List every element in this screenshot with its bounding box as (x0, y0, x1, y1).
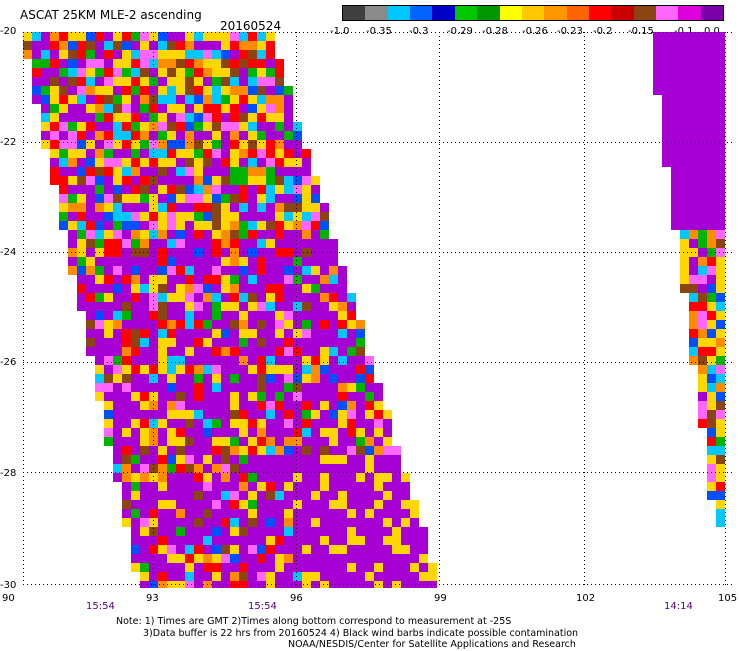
colorbar-tick-label: -0.26 (522, 26, 548, 37)
lon-label-2: 93 (146, 593, 159, 604)
colorbar-tick-label: -0.3 (409, 26, 429, 37)
colorbar (342, 5, 724, 21)
colorbar-swatch (700, 6, 724, 20)
colorbar-swatch (678, 6, 701, 20)
lon-label-6: 105 (718, 593, 738, 604)
lat-label-2: -22 (0, 137, 17, 148)
colorbar-swatch (588, 6, 612, 20)
lon-label-1: 90 (2, 593, 15, 604)
colorbar-tick-label: -1.0 (330, 26, 350, 37)
colorbar-swatch (343, 6, 366, 20)
colorbar-swatch (611, 6, 634, 20)
time-label-1: 15:54 (86, 601, 115, 612)
colorbar-tick-label: -0.35 (366, 26, 392, 37)
graticule (23, 32, 735, 588)
colorbar-swatch (454, 6, 478, 20)
note-line-2: 3)Data buffer is 22 hrs from 20160524 4)… (143, 628, 579, 639)
lat-label-1: -20 (0, 26, 17, 37)
colorbar-swatch (633, 6, 657, 20)
note-line-1: Note: 1) Times are GMT 2)Times along bot… (116, 616, 512, 627)
lat-label-5: -28 (0, 468, 17, 479)
time-label-3: 14:14 (664, 601, 693, 612)
lat-label-3: -24 (0, 247, 17, 258)
lon-label-4: 99 (434, 593, 447, 604)
colorbar-swatch (410, 6, 433, 20)
lat-label-4: -26 (0, 357, 17, 368)
colorbar-tick-label: -0.28 (482, 26, 508, 37)
time-label-2: 15:54 (248, 601, 277, 612)
colorbar-swatch (477, 6, 500, 20)
colorbar-swatch (365, 6, 388, 20)
colorbar-swatch (521, 6, 545, 20)
colorbar-swatch (387, 6, 411, 20)
map-title: ASCAT 25KM MLE-2 ascending (20, 8, 202, 22)
colorbar-tick-label: -0.23 (557, 26, 583, 37)
swath-cells (23, 32, 725, 588)
map-plot[interactable] (23, 32, 735, 588)
colorbar-swatch (432, 6, 455, 20)
colorbar-swatch (656, 6, 679, 20)
map-date: 20160524 (220, 19, 282, 33)
colorbar-tick-label: -0.15 (628, 26, 654, 37)
colorbar-tick-label: 0.0 (704, 26, 720, 37)
lon-label-5: 102 (576, 593, 596, 604)
note-line-3: NOAA/NESDIS/Center for Satellite Applica… (288, 639, 576, 650)
lon-label-3: 96 (290, 593, 303, 604)
colorbar-swatch (544, 6, 567, 20)
lat-label-6: -30 (0, 580, 17, 591)
colorbar-tick-label: -0.29 (447, 26, 473, 37)
colorbar-swatch (499, 6, 522, 20)
colorbar-swatch (566, 6, 589, 20)
colorbar-tick-label: -0.2 (593, 26, 613, 37)
colorbar-tick-label: -0.1 (674, 26, 694, 37)
